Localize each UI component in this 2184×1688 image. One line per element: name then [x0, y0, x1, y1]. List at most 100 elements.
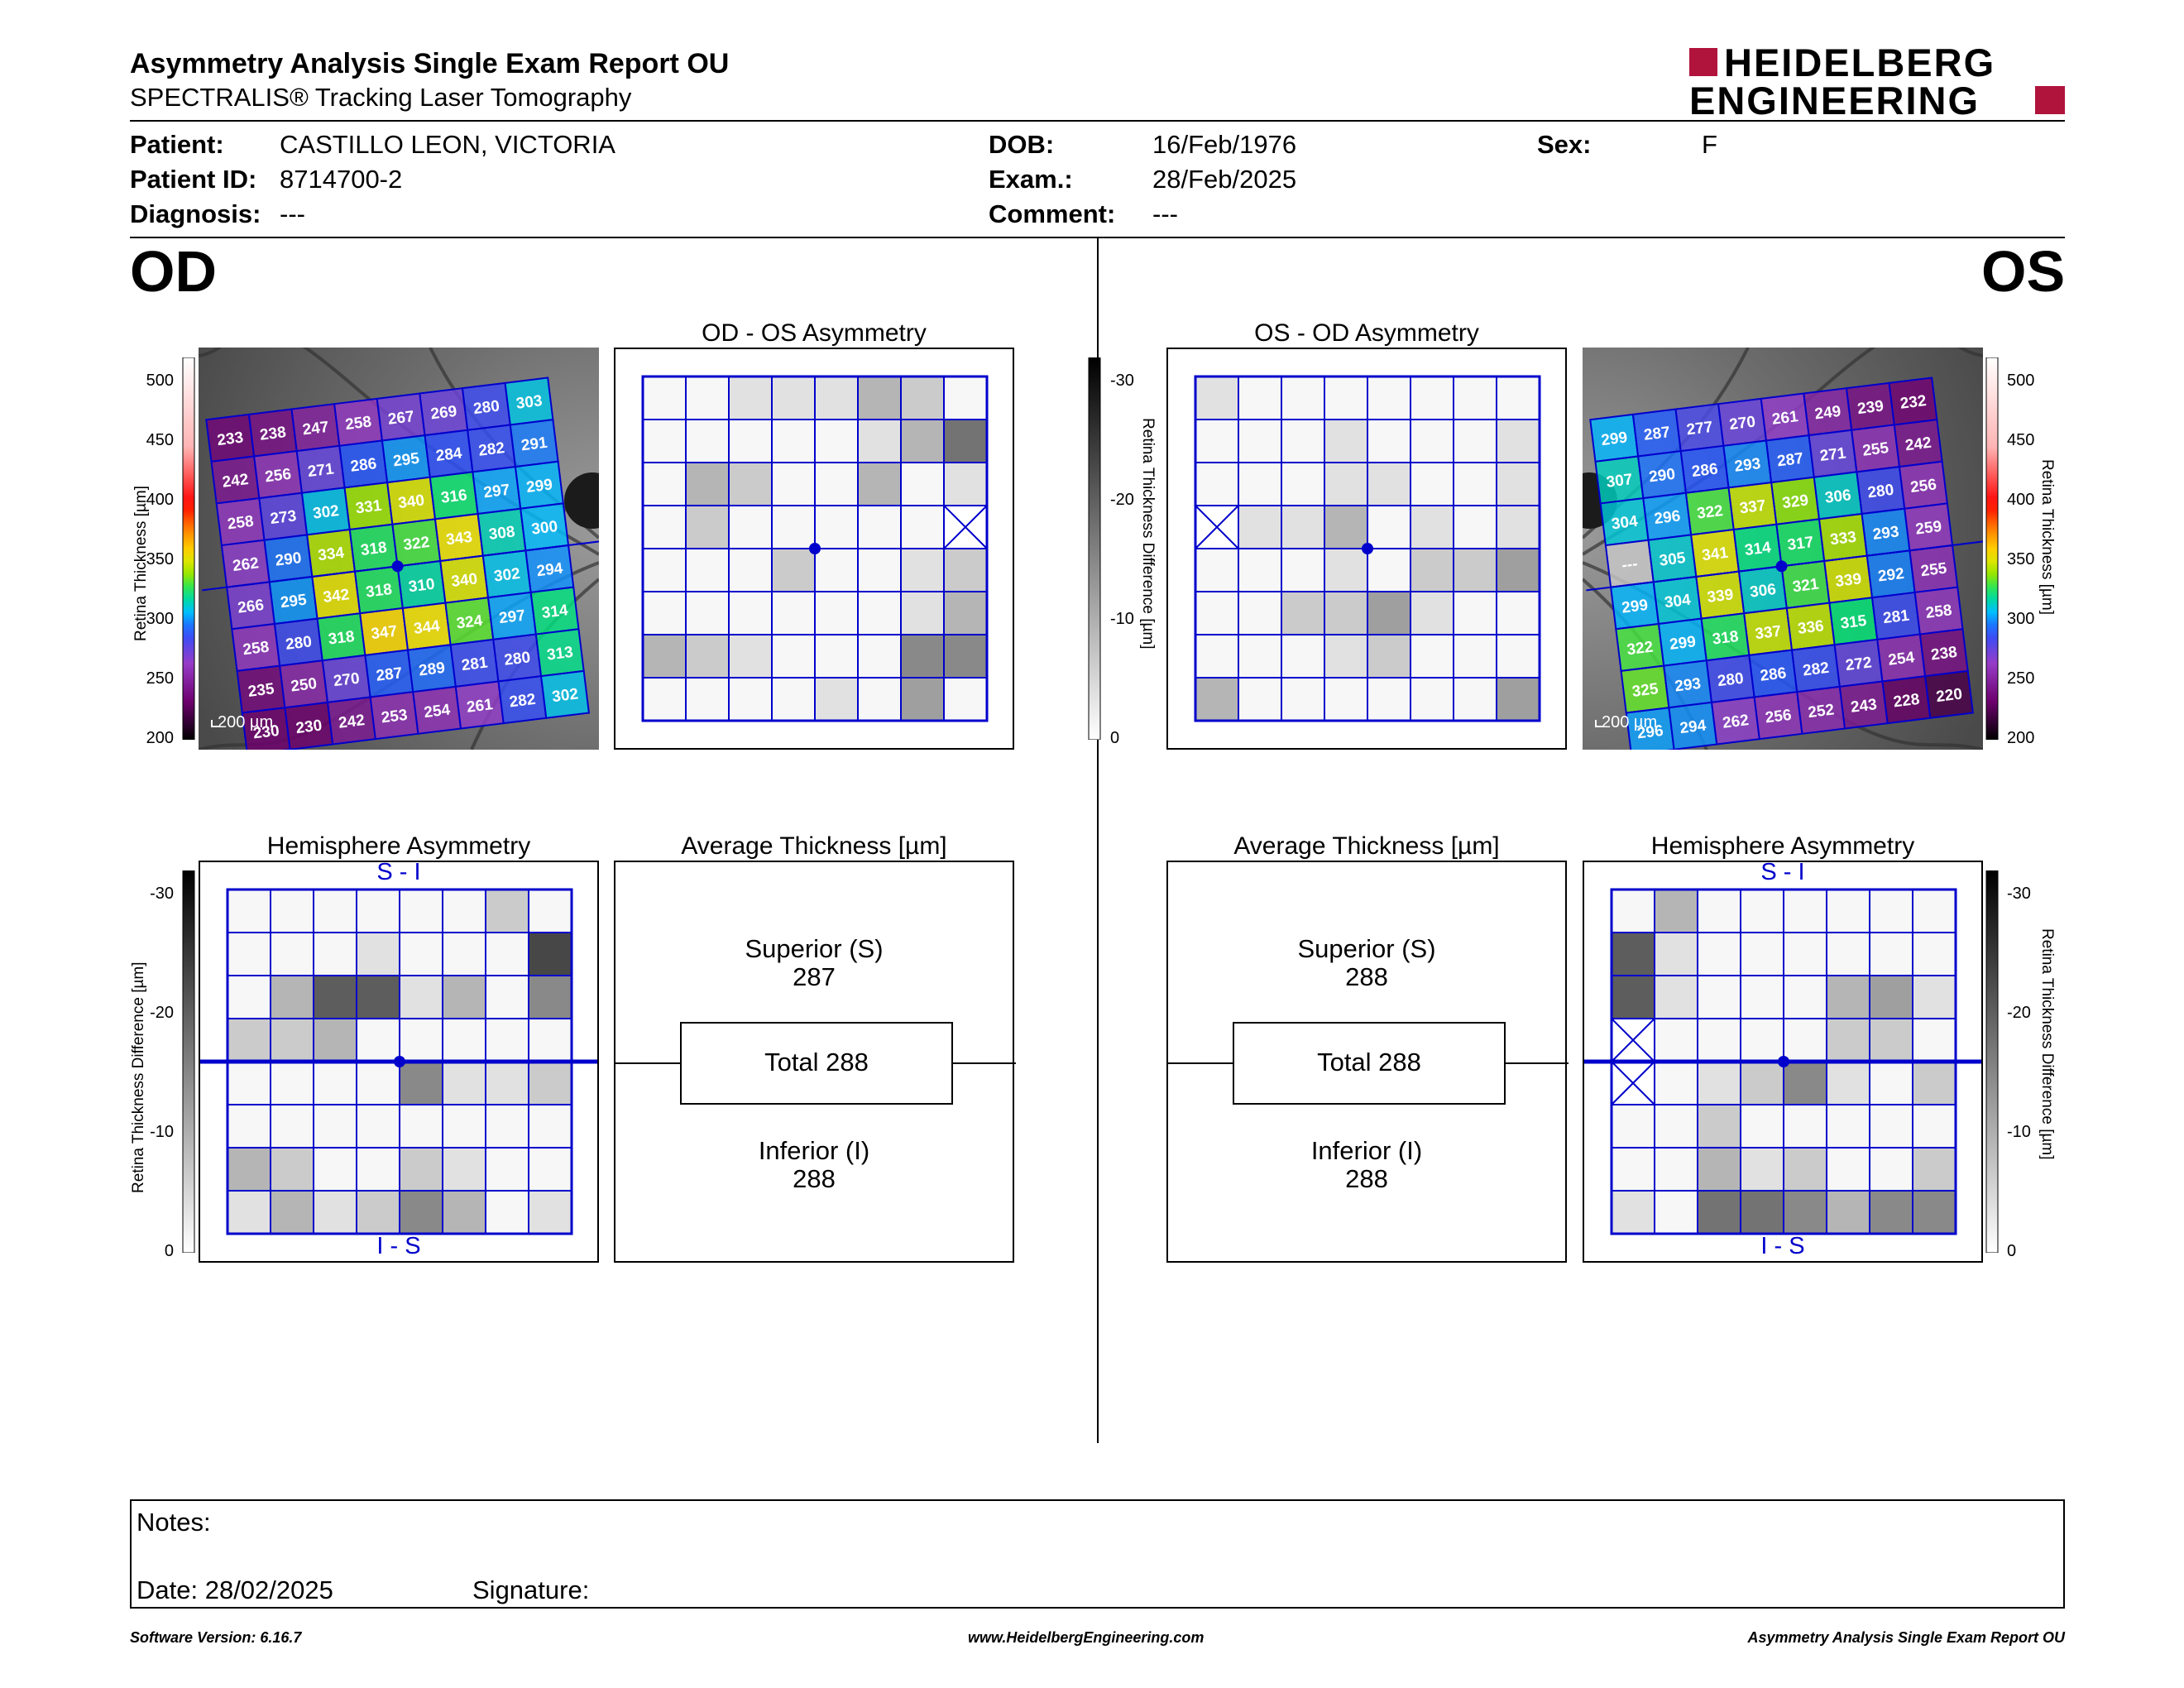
os-thickness-value: 255: [1861, 439, 1889, 460]
os-thickness-value: 232: [1899, 392, 1928, 413]
od-asym-cell: [728, 419, 773, 463]
od-hemi-cell: [356, 1104, 400, 1149]
od-asym-cell: [900, 419, 945, 463]
od-thickness-value: 318: [328, 628, 356, 649]
od-hemi-cell: [313, 975, 357, 1019]
od-asym-cell: [771, 548, 816, 592]
od-fundus-map: 233 238 247 258 267 269 280 303 242 256 271 286 295 2…: [199, 348, 599, 750]
os-asym-cell: [1410, 462, 1454, 506]
od-hemi-cell: [442, 889, 486, 933]
os-avg-title: Average Thickness [µm]: [1233, 832, 1500, 860]
od-thickness-value: 258: [227, 513, 255, 534]
od-asym-cell: [814, 634, 859, 679]
os-hemi-cell: [1697, 1104, 1741, 1149]
os-hemi-colorbar: [1985, 870, 1999, 1253]
od-thickness-value: 342: [322, 586, 350, 607]
os-asym-cell: [1367, 591, 1411, 635]
os-hemi-cell: [1697, 1018, 1741, 1062]
os-asym-cell: [1367, 462, 1411, 506]
os-hemi-diff-axis-label: Retina Thickness Difference [µm]: [2038, 928, 2056, 1160]
od-hemi-cell: [227, 932, 271, 976]
os-hemi-cell: [1697, 1190, 1741, 1235]
od-asym-cell: [642, 548, 687, 592]
os-hemi-cell: [1697, 889, 1741, 933]
asym-diff-axis-label: Retina Thickness Difference [µm]: [1139, 418, 1157, 650]
os-thickness-value: 293: [1674, 675, 1702, 696]
os-superior-label: Superior (S): [1297, 934, 1436, 963]
od-thickness-value: 233: [216, 429, 244, 449]
os-asym-cell: [1410, 376, 1454, 420]
od-asym-cell: [857, 462, 902, 506]
od-hemi-cell: [356, 932, 400, 976]
od-hemi-cell: [227, 1018, 271, 1062]
os-asym-cell: [1453, 548, 1497, 592]
od-hemi-cell: [356, 1147, 400, 1192]
od-hemi-cell: [442, 1018, 486, 1062]
os-hemi-cell: [1869, 932, 1913, 976]
od-hemi-cell: [227, 889, 271, 933]
os-asym-cell: [1453, 462, 1497, 506]
os-colorbar-gradient: [1985, 357, 1999, 740]
od-thickness-value: 273: [269, 507, 297, 528]
notes-box[interactable]: Notes: Date: 28/02/2025 Signature:: [130, 1499, 2065, 1609]
od-hemi-cell: [270, 889, 314, 933]
os-hemi-grid: [1584, 888, 1981, 1235]
os-asym-cell: [1410, 548, 1454, 592]
comment-value: ---: [1152, 199, 1178, 228]
od-asym-cell: [728, 548, 773, 592]
os-heading: OS: [1981, 239, 2066, 304]
od-thickness-value: 280: [472, 397, 500, 418]
os-thickness-value: 307: [1606, 471, 1634, 492]
od-thickness-value: 258: [344, 413, 372, 434]
od-scale-label: 200 µm: [218, 713, 274, 731]
od-asym-cell: [728, 634, 773, 679]
patient-id: 8714700-2: [280, 165, 403, 194]
od-asym-cell: [771, 419, 816, 463]
od-thickness-value: 308: [488, 523, 516, 544]
footer-software-version: Software Version: 6.16.7: [130, 1629, 302, 1646]
os-thickness-value: 299: [1600, 429, 1628, 449]
os-hemi-cell: [1654, 1061, 1698, 1105]
asym-diff-colorbar: [1088, 357, 1101, 740]
os-thickness-value: 280: [1717, 670, 1745, 691]
os-thickness-value: 317: [1786, 534, 1814, 554]
od-hemi-cell: [313, 1061, 357, 1105]
od-thickness-value: 253: [381, 707, 409, 727]
os-asym-excluded-mark: [1195, 505, 1239, 549]
os-asym-cell: [1238, 677, 1282, 722]
os-hemi-cell: [1611, 889, 1655, 933]
odh-diff-ticks-tick-label: -30: [150, 885, 174, 903]
od-thickness-value: 242: [222, 471, 250, 492]
od-hemi-cell: [442, 1190, 486, 1235]
os-hemi-cell: [1740, 1190, 1784, 1235]
od-asym-cell: [857, 634, 902, 679]
od-hemi-cell: [399, 1104, 443, 1149]
os-hemi-cell: [1826, 1061, 1870, 1105]
os-asym-cell: [1453, 591, 1497, 635]
od-hemi-cell: [399, 1190, 443, 1235]
od-avg-title: Average Thickness [µm]: [681, 832, 947, 860]
od-thickness-value: 303: [515, 392, 544, 413]
os-hemi-cell: [1697, 1061, 1741, 1105]
os-thickness-value: 306: [1749, 581, 1777, 602]
os-asym-cell: [1496, 677, 1540, 722]
os-thickness-value: 322: [1696, 502, 1724, 523]
os-asym-cell: [1496, 376, 1540, 420]
os-thickness-value: 315: [1840, 612, 1868, 633]
od-hemi-cell: [528, 889, 572, 933]
os-asym-cell: [1453, 505, 1497, 549]
od-asym-cell: [728, 677, 773, 722]
od-hemi-cell: [485, 932, 529, 976]
os-asym-cell: [1195, 419, 1239, 463]
os-thick-ticks-tick-label: 500: [2007, 372, 2035, 390]
od-thick-ticks-tick-label: 200: [146, 729, 174, 747]
dob-value: 16/Feb/1976: [1152, 130, 1297, 159]
os-hemi-cell: [1783, 932, 1827, 976]
od-thickness-value: 290: [275, 549, 303, 570]
os-asym-cell: [1324, 634, 1368, 679]
os-fovea-marker: [1775, 560, 1788, 573]
os-thickness-value: 321: [1792, 576, 1820, 597]
od-hemi-cell: [528, 1061, 572, 1105]
od-thickness-value: 331: [355, 497, 383, 518]
os-hemi-cell: [1869, 1018, 1913, 1062]
